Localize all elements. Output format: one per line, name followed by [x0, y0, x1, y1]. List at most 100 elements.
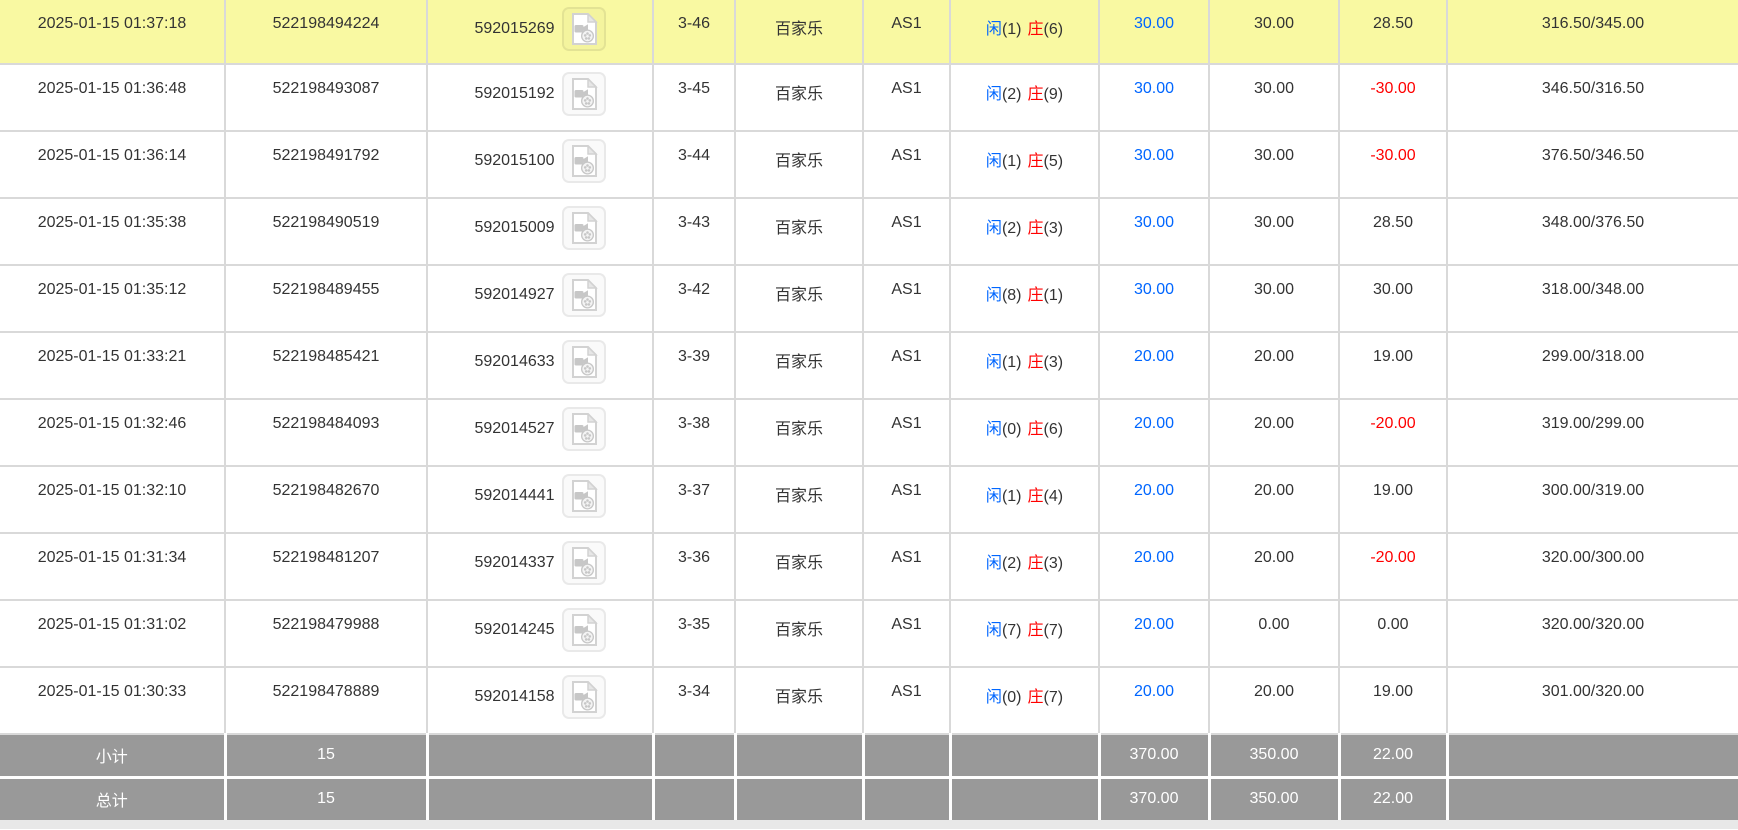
- cell-time: 2025-01-15 01:31:02: [0, 600, 226, 668]
- cell-bet-id: 522198490519: [225, 198, 428, 266]
- cell-win-loss: 19.00: [1339, 466, 1448, 534]
- cell-bet-amount: 20.00: [1099, 332, 1210, 400]
- banker-result-score: (3): [1043, 354, 1064, 371]
- video-replay-button[interactable]: [561, 675, 606, 719]
- cell-round-id: 592015192: [427, 64, 654, 132]
- player-result-label: 闲: [985, 689, 1002, 706]
- player-result-label: 闲: [985, 220, 1002, 237]
- cell-balance: 316.50/345.00: [1447, 0, 1738, 65]
- table-row[interactable]: 2025-01-15 01:36:48 522198493087 5920151…: [0, 64, 1738, 132]
- player-result-score: (1): [1001, 488, 1022, 505]
- cell-game-type: 百家乐: [735, 0, 864, 65]
- cell-time: 2025-01-15 01:32:46: [0, 399, 226, 467]
- banker-result-score: (7): [1043, 622, 1064, 639]
- table-row[interactable]: 2025-01-15 01:30:33 522198478889 5920141…: [0, 667, 1738, 735]
- table-row[interactable]: 2025-01-15 01:31:02 522198479988 5920142…: [0, 600, 1738, 668]
- banker-result-label: 庄: [1027, 622, 1044, 639]
- player-result-score: (1): [1001, 21, 1022, 38]
- banker-result-score: (3): [1043, 555, 1064, 572]
- total-bet-total: 370.00: [1099, 775, 1211, 820]
- cell-game-type: 百家乐: [735, 533, 864, 601]
- video-replay-button[interactable]: [561, 340, 606, 384]
- round-id-text: 592015269: [474, 20, 555, 37]
- cell-result: 闲(7) 庄(7): [950, 600, 1100, 668]
- cell-bet-amount: 30.00: [1099, 0, 1210, 65]
- cell-win-loss: -20.00: [1339, 533, 1448, 601]
- video-replay-button[interactable]: [561, 72, 606, 116]
- round-id-text: 592015192: [474, 85, 555, 102]
- subtotal-bet-total: 370.00: [1099, 734, 1211, 777]
- player-result-label: 闲: [985, 287, 1002, 304]
- cell-round-id: 592014527: [427, 399, 654, 467]
- subtotal-empty-cell: [950, 734, 1101, 777]
- total-valid-bet-total: 350.00: [1209, 775, 1341, 820]
- cell-bet-amount: 20.00: [1099, 399, 1210, 467]
- total-count: 15: [225, 775, 429, 820]
- cell-table-name: AS1: [863, 600, 951, 668]
- cell-game-type: 百家乐: [735, 600, 864, 668]
- cell-valid-bet: 20.00: [1209, 399, 1340, 467]
- table-row[interactable]: 2025-01-15 01:36:14 522198491792 5920151…: [0, 131, 1738, 199]
- cell-valid-bet: 0.00: [1209, 600, 1340, 668]
- cell-bet-id: 522198489455: [225, 265, 428, 333]
- cell-bet-id: 522198482670: [225, 466, 428, 534]
- cell-result: 闲(1) 庄(5): [950, 131, 1100, 199]
- video-replay-button[interactable]: [561, 541, 606, 585]
- cell-round: 3-45: [653, 64, 736, 132]
- cell-round: 3-44: [653, 131, 736, 199]
- cell-win-loss: 28.50: [1339, 0, 1448, 65]
- cell-bet-amount: 30.00: [1099, 265, 1210, 333]
- table-row[interactable]: 2025-01-15 01:37:18 522198494224 5920152…: [0, 0, 1738, 65]
- banker-result-label: 庄: [1027, 287, 1044, 304]
- cell-bet-id: 522198481207: [225, 533, 428, 601]
- subtotal-win-loss-total: 22.00: [1339, 734, 1449, 777]
- cell-round-id: 592015100: [427, 131, 654, 199]
- cell-round: 3-38: [653, 399, 736, 467]
- round-id-text: 592014337: [474, 554, 555, 571]
- cell-result: 闲(1) 庄(6): [950, 0, 1100, 65]
- video-replay-button[interactable]: [561, 206, 606, 250]
- player-result-score: (0): [1001, 689, 1022, 706]
- table-row[interactable]: 2025-01-15 01:35:38 522198490519 5920150…: [0, 198, 1738, 266]
- table-row[interactable]: 2025-01-15 01:32:10 522198482670 5920144…: [0, 466, 1738, 534]
- cell-time: 2025-01-15 01:36:48: [0, 64, 226, 132]
- video-replay-button[interactable]: [561, 474, 606, 518]
- table-row[interactable]: 2025-01-15 01:32:46 522198484093 5920145…: [0, 399, 1738, 467]
- cell-round-id: 592014158: [427, 667, 654, 735]
- cell-balance: 300.00/319.00: [1447, 466, 1738, 534]
- cell-result: 闲(8) 庄(1): [950, 265, 1100, 333]
- cell-round-id: 592014441: [427, 466, 654, 534]
- video-replay-button[interactable]: [561, 139, 606, 183]
- player-result-score: (7): [1001, 622, 1022, 639]
- cell-time: 2025-01-15 01:37:18: [0, 0, 226, 65]
- cell-valid-bet: 30.00: [1209, 198, 1340, 266]
- cell-table-name: AS1: [863, 667, 951, 735]
- cell-result: 闲(1) 庄(4): [950, 466, 1100, 534]
- cell-bet-id: 522198478889: [225, 667, 428, 735]
- cell-valid-bet: 30.00: [1209, 0, 1340, 65]
- video-replay-button[interactable]: [561, 7, 606, 51]
- cell-balance: 299.00/318.00: [1447, 332, 1738, 400]
- table-bottom-strip: [0, 820, 1738, 829]
- cell-round-id: 592015009: [427, 198, 654, 266]
- video-file-icon: [571, 212, 598, 244]
- cell-round: 3-43: [653, 198, 736, 266]
- cell-round-id: 592014245: [427, 600, 654, 668]
- video-replay-button[interactable]: [561, 608, 606, 652]
- table-row[interactable]: 2025-01-15 01:31:34 522198481207 5920143…: [0, 533, 1738, 601]
- video-replay-button[interactable]: [561, 273, 606, 317]
- total-empty-cell: [1447, 775, 1738, 820]
- table-row[interactable]: 2025-01-15 01:33:21 522198485421 5920146…: [0, 332, 1738, 400]
- table-row[interactable]: 2025-01-15 01:35:12 522198489455 5920149…: [0, 265, 1738, 333]
- cell-table-name: AS1: [863, 533, 951, 601]
- video-replay-button[interactable]: [561, 407, 606, 451]
- cell-table-name: AS1: [863, 399, 951, 467]
- banker-result-score: (1): [1043, 287, 1064, 304]
- banker-result-label: 庄: [1027, 86, 1044, 103]
- cell-result: 闲(2) 庄(3): [950, 533, 1100, 601]
- video-file-icon: [571, 145, 598, 177]
- cell-bet-id: 522198493087: [225, 64, 428, 132]
- cell-round: 3-39: [653, 332, 736, 400]
- round-id-text: 592014633: [474, 353, 555, 370]
- subtotal-empty-cell: [863, 734, 952, 777]
